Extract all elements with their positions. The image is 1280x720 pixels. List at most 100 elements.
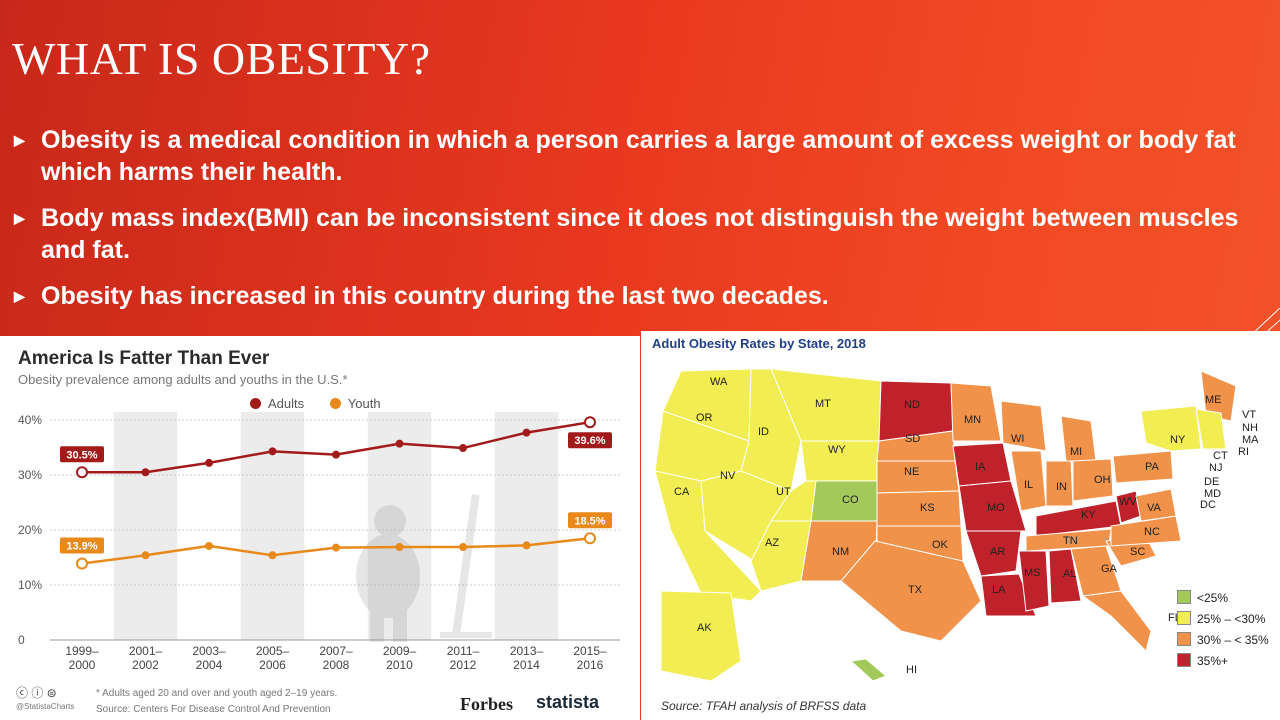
chart-subtitle: Obesity prevalence among adults and yout…	[18, 372, 348, 387]
data-label: 13.9%	[66, 541, 97, 553]
data-label-box	[568, 512, 612, 529]
state-ms	[1018, 550, 1050, 612]
state-wi	[1000, 400, 1047, 452]
data-point	[332, 450, 340, 459]
data-label-box	[60, 537, 104, 554]
data-point	[268, 447, 277, 456]
forbes-logo: Forbes	[460, 694, 513, 714]
x-tick-label: 2006	[259, 658, 286, 672]
bullet-arrow-icon: ▶	[14, 210, 25, 226]
person-scale-illustration	[356, 494, 492, 642]
x-tick-label: 2015–	[573, 644, 607, 658]
bullet-text: Obesity has increased in this country du…	[41, 282, 829, 310]
state-label-ny: NY	[1170, 434, 1186, 446]
state-label-ky: KY	[1081, 509, 1096, 521]
statista-handle: @StatistaCharts	[16, 702, 75, 711]
data-point	[584, 416, 596, 429]
state-label-nj: NJ	[1209, 462, 1222, 474]
state-label-wv: WV	[1119, 496, 1137, 508]
data-label-box	[568, 432, 612, 449]
state-label-la: LA	[992, 584, 1006, 596]
state-label-tx: TX	[908, 584, 923, 596]
legend-item-youth: Youth	[329, 396, 381, 411]
map-source: Source: TFAH analysis of BRFSS data	[661, 699, 867, 713]
data-point	[459, 543, 467, 552]
state-fl	[1081, 590, 1152, 652]
state-mn	[950, 382, 1002, 442]
state-label-in: IN	[1056, 481, 1067, 493]
y-tick-label: 40%	[18, 413, 42, 427]
state-la	[980, 573, 1037, 617]
chart-canvas: 30.5% 39.6% 13.9% 18.5% 0 10% 20% 30% 40% 1999–…	[18, 412, 620, 672]
state-label-nd: ND	[904, 399, 920, 411]
state-label-il: IL	[1024, 479, 1033, 491]
slide-title: WHAT IS OBESITY?	[12, 33, 431, 84]
data-point	[584, 532, 596, 545]
state-label-ga: GA	[1101, 563, 1118, 575]
x-tick-label: 2003–	[192, 644, 226, 658]
state-label-pa: PA	[1145, 461, 1160, 473]
state-label-ks: KS	[920, 502, 935, 514]
y-tick-label: 30%	[18, 468, 42, 482]
map-legend: <25% 25% – <30% 30% – < 35% 35%+	[1177, 589, 1269, 673]
state-label-ak: AK	[697, 622, 712, 634]
x-tick-label: 2005–	[256, 644, 290, 658]
x-tick-label: 2002	[132, 658, 159, 672]
x-tick-label: 2000	[69, 658, 96, 672]
state-label-md: MD	[1204, 488, 1221, 500]
state-label-ne: NE	[904, 466, 919, 478]
data-point	[76, 557, 88, 570]
state-ar	[965, 530, 1022, 577]
map-legend-item: 35%+	[1177, 652, 1269, 673]
x-tick-label: 2016	[577, 658, 604, 672]
data-label: 18.5%	[574, 515, 605, 527]
state-label-vt: VT	[1242, 409, 1256, 421]
legend-swatch-icon	[1177, 611, 1191, 625]
x-tick-label: 2010	[386, 658, 413, 672]
data-point	[205, 541, 213, 550]
map-title: Adult Obesity Rates by State, 2018	[652, 336, 866, 351]
state-label-oh: OH	[1094, 474, 1111, 486]
adults-swatch-icon	[250, 398, 261, 409]
x-tick-label: 2008	[323, 658, 350, 672]
state-label-mt: MT	[815, 398, 831, 410]
data-point	[522, 541, 531, 550]
state-label-az: AZ	[765, 537, 779, 549]
state-label-ct: CT	[1213, 450, 1228, 462]
state-label-tn: TN	[1063, 535, 1078, 547]
state-ny	[1140, 405, 1202, 452]
map-legend-item: 30% – < 35%	[1177, 631, 1269, 652]
state-label-me: ME	[1205, 394, 1222, 406]
bullet-list: ▶ Obesity is a medical condition in which…	[14, 124, 1244, 326]
statista-logo: statista	[536, 692, 600, 712]
bullet-item: ▶ Obesity is a medical condition in which…	[14, 124, 1244, 188]
legend-swatch-icon	[1177, 590, 1191, 604]
state-label-wi: WI	[1011, 433, 1024, 445]
state-label-nh: NH	[1242, 422, 1258, 434]
state-label-mn: MN	[964, 414, 981, 426]
state-ks	[876, 490, 962, 527]
state-pa	[1112, 450, 1174, 484]
data-point	[395, 439, 404, 448]
data-point	[205, 458, 213, 467]
data-point	[141, 551, 150, 560]
state-me	[1200, 370, 1237, 422]
column-band	[240, 412, 305, 640]
state-az	[750, 520, 812, 592]
state-al	[1048, 548, 1082, 604]
state-label-sd: SD	[905, 433, 920, 445]
chart-legend: Adults Youth	[250, 396, 403, 411]
state-label-ri: RI	[1238, 446, 1249, 458]
bullet-item: ▶ Obesity has increased in this country d…	[14, 280, 1244, 312]
obesity-line-chart: 30.5% 39.6% 13.9% 18.5% 0 10% 20% 30% 40% 1999–…	[0, 336, 640, 720]
state-label-dc: DC	[1200, 499, 1216, 511]
legend-item-adults: Adults	[250, 396, 304, 411]
state-oh	[1072, 458, 1114, 502]
obesity-map: Adult Obesity Rates by State, 2018	[641, 331, 1280, 720]
state-tx	[840, 540, 982, 642]
state-label-wy: WY	[828, 444, 846, 456]
data-point	[76, 466, 88, 479]
data-point	[522, 428, 531, 437]
chart-title: America Is Fatter Than Ever	[18, 348, 270, 369]
bullet-text: Obesity is a medical condition in which …	[41, 126, 1236, 186]
